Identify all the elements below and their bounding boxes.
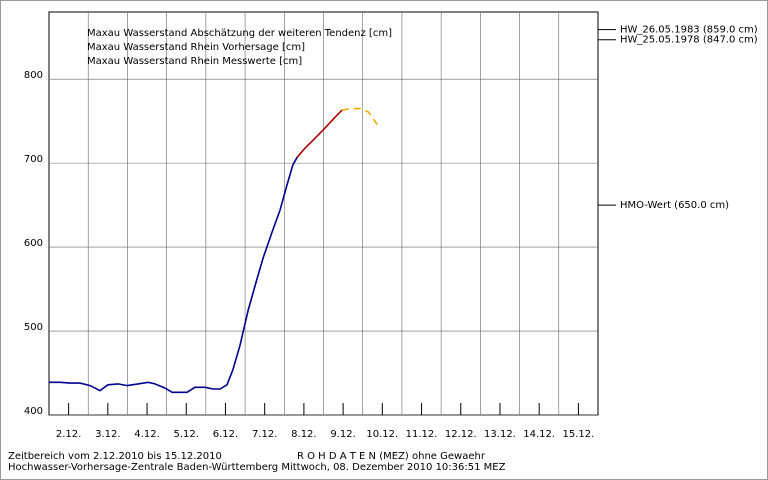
y-tick-label: 800	[24, 70, 43, 81]
x-tick-label: 10.12.	[366, 429, 398, 440]
y-tick-label: 700	[24, 154, 43, 165]
y-tick-label: 400	[24, 406, 43, 417]
reference-label: HW_26.05.1983 (859.0 cm)	[620, 25, 758, 36]
reference-label: HW_25.05.1978 (847.0 cm)	[620, 35, 758, 46]
x-tick-label: 11.12.	[406, 429, 438, 440]
y-tick-label: 600	[24, 238, 43, 249]
x-tick-label: 14.12.	[523, 429, 555, 440]
x-tick-label: 7.12.	[252, 429, 277, 440]
footer-source: Hochwasser-Vorhersage-Zentrale Baden-Wür…	[8, 462, 506, 473]
x-tick-label: 5.12.	[174, 429, 199, 440]
x-tick-label: 9.12.	[330, 429, 355, 440]
legend-label: Maxau Wasserstand Rhein Vorhersage [cm]	[87, 42, 305, 53]
series-line	[49, 156, 298, 394]
series-line	[341, 107, 378, 125]
reference-label: HMO-Wert (650.0 cm)	[620, 200, 729, 211]
legend-label: Maxau Wasserstand Abschätzung der weiter…	[87, 28, 392, 39]
x-tick-label: 3.12.	[95, 429, 120, 440]
legend-label: Maxau Wasserstand Rhein Messwerte [cm]	[87, 56, 302, 67]
x-tick-label: 4.12.	[134, 429, 159, 440]
x-tick-label: 6.12.	[213, 429, 238, 440]
x-tick-label: 15.12.	[562, 429, 594, 440]
y-tick-label: 500	[24, 322, 43, 333]
x-tick-label: 8.12.	[291, 429, 316, 440]
footer-status: R O H D A T E N (MEZ) ohne Gewaehr	[297, 451, 486, 462]
x-tick-label: 13.12.	[484, 429, 516, 440]
x-tick-label: 12.12.	[445, 429, 477, 440]
x-tick-label: 2.12.	[56, 429, 81, 440]
footer-range: Zeitbereich vom 2.12.2010 bis 15.12.2010	[8, 451, 222, 462]
series-line	[296, 109, 343, 158]
